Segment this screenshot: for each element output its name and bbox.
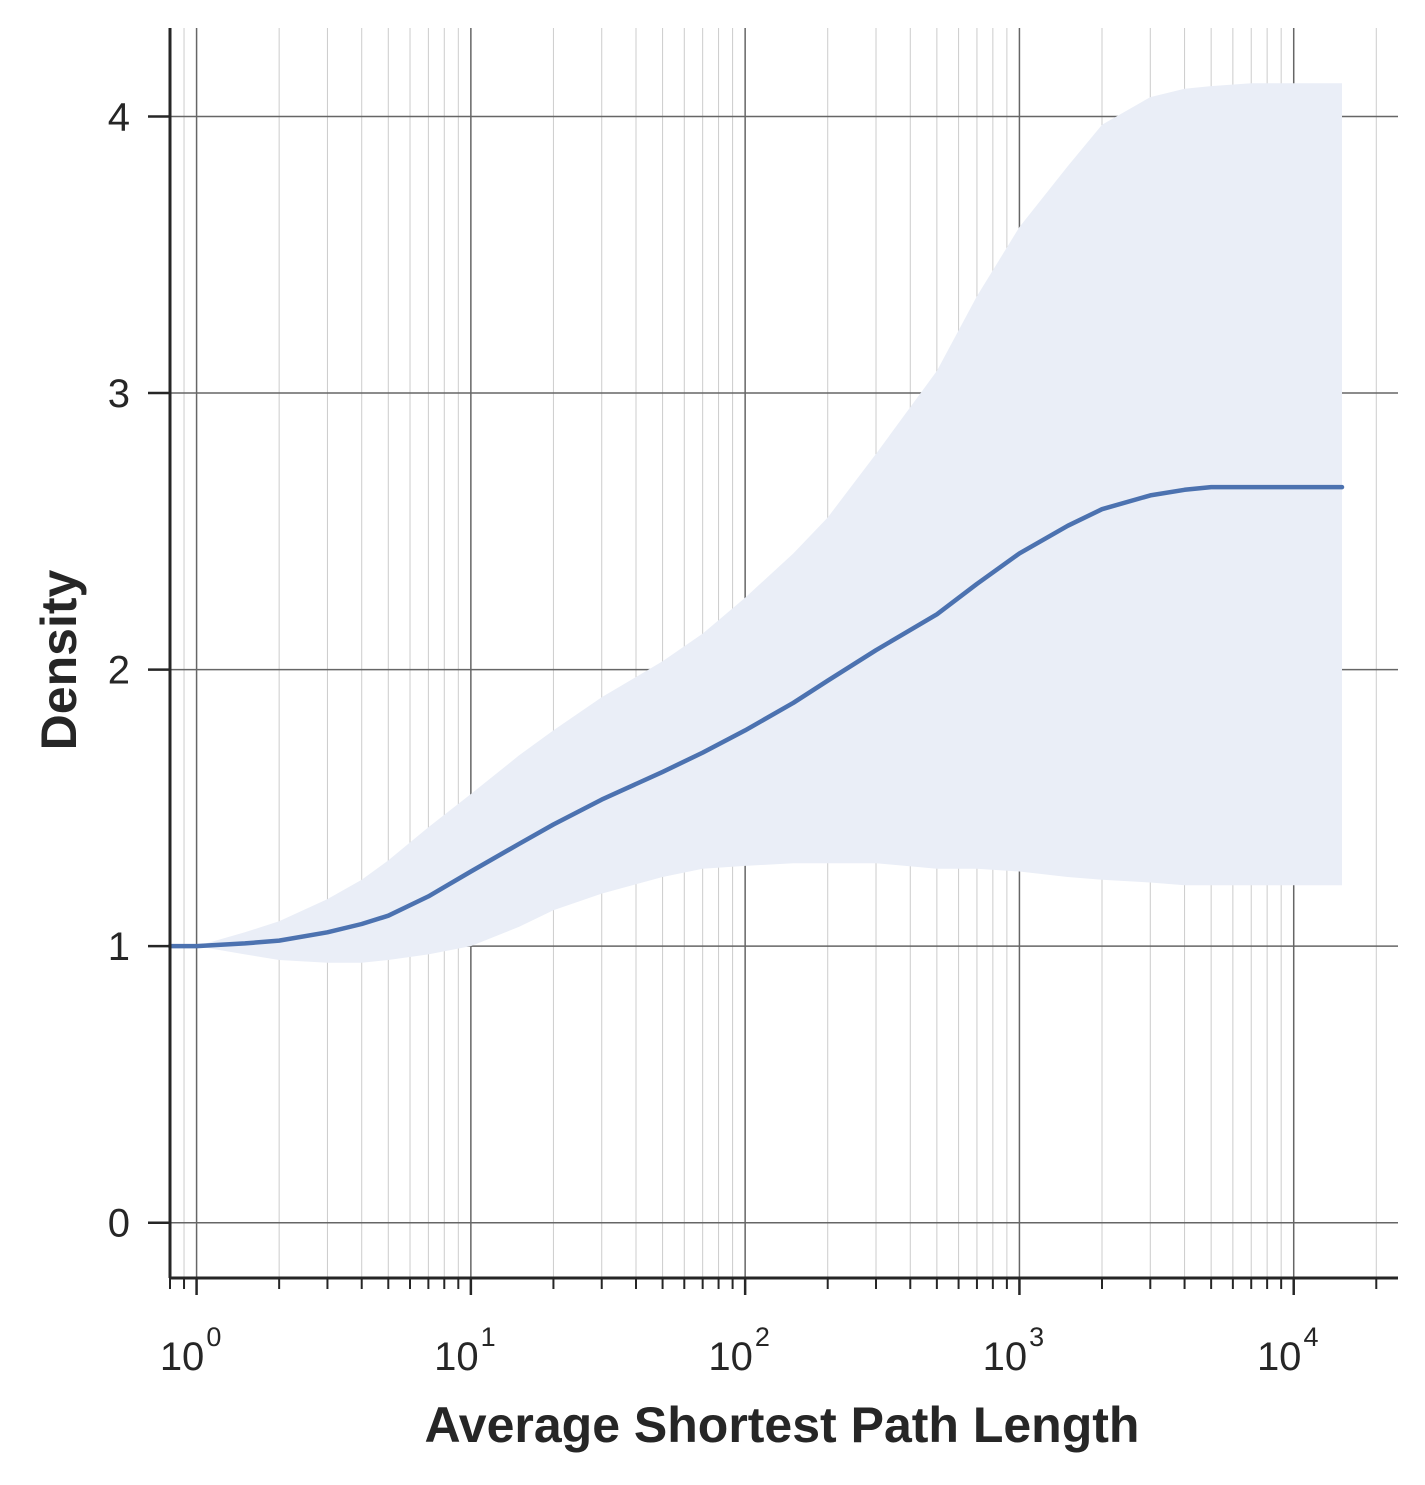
y-tick-label: 1 <box>108 925 130 969</box>
x-axis-title: Average Shortest Path Length <box>425 1397 1140 1453</box>
x-tick-label: 100 <box>160 1322 222 1379</box>
x-tick-label: 103 <box>983 1322 1045 1379</box>
x-tick-label: 101 <box>434 1322 496 1379</box>
confidence-band <box>170 83 1342 963</box>
y-tick-label: 0 <box>108 1202 130 1246</box>
y-tick-label: 3 <box>108 372 130 416</box>
axes <box>168 28 1398 1280</box>
y-tick-label: 4 <box>108 95 130 139</box>
x-tick-label: 104 <box>1257 1322 1319 1379</box>
x-axis-ticks: 100 101 102 103 104 <box>160 1278 1378 1379</box>
x-tick-label: 102 <box>708 1322 770 1379</box>
density-line <box>167 484 1345 949</box>
y-tick-label: 2 <box>108 649 130 693</box>
y-axis-ticks: 0 1 2 3 4 <box>108 95 170 1246</box>
y-axis-title: Density <box>31 570 87 751</box>
